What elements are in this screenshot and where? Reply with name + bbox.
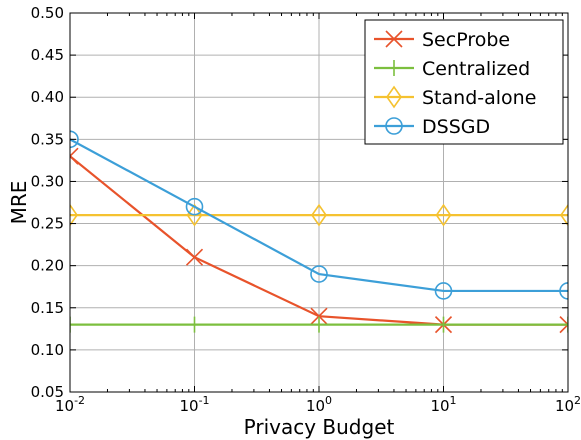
legend-entry: Centralized	[374, 58, 530, 80]
legend-entry: DSSGD	[374, 116, 490, 138]
x-tick-base: 10	[306, 397, 325, 415]
data-point-secprobe	[70, 147, 79, 165]
y-tick-label: 0.05	[31, 383, 64, 401]
y-tick-label: 0.30	[31, 172, 64, 190]
x-tick-exponent: 2	[574, 394, 581, 407]
x-tick-exponent: -2	[74, 394, 85, 407]
y-tick-label: 0.10	[31, 341, 64, 359]
legend: SecProbe Centralized Stand-alone DSSGD	[364, 19, 564, 145]
legend-label: SecProbe	[422, 29, 510, 51]
x-tick-label: 101	[430, 394, 456, 415]
y-axis-label: MRE	[7, 181, 31, 225]
x-tick-label: 102	[555, 394, 581, 415]
legend-label: Centralized	[422, 58, 530, 80]
x-axis-label: Privacy Budget	[244, 415, 395, 439]
data-point-secprobe	[185, 248, 204, 266]
data-point-stand-alone	[70, 203, 78, 227]
x-tick-base: 10	[55, 397, 74, 415]
data-point-dssgd	[434, 282, 453, 300]
y-tick-label: 0.45	[31, 46, 64, 64]
y-tick-label: 0.35	[31, 130, 64, 148]
data-point-stand-alone	[435, 203, 452, 227]
x-tick-exponent: -1	[199, 394, 210, 407]
data-point-secprobe	[559, 316, 568, 334]
data-point-dssgd	[559, 282, 568, 300]
x-tick-base: 10	[179, 397, 198, 415]
data-point-stand-alone	[311, 203, 327, 227]
data-point-dssgd	[310, 265, 328, 283]
series-layer	[70, 130, 568, 334]
legend-label: Stand-alone	[422, 87, 536, 109]
data-point-secprobe	[310, 307, 328, 325]
y-tick-label: 0.50	[31, 4, 64, 22]
y-tick-label: 0.20	[31, 257, 64, 275]
legend-box	[364, 19, 564, 145]
x-tick-exponent: 1	[450, 394, 457, 407]
x-tick-exponent: 0	[325, 394, 332, 407]
y-tick-label: 0.15	[31, 299, 64, 317]
legend-entry: SecProbe	[374, 29, 510, 51]
data-point-stand-alone	[560, 203, 568, 227]
legend-marker	[385, 117, 403, 135]
x-tick-base: 10	[555, 397, 574, 415]
data-point-dssgd	[185, 197, 204, 216]
legend-label: DSSGD	[422, 116, 490, 138]
y-tick-label: 0.25	[31, 215, 64, 233]
data-point-stand-alone	[186, 203, 203, 227]
x-tick-label: 100	[306, 394, 332, 415]
series-line-dssgd	[70, 138, 568, 293]
legend-marker	[386, 85, 402, 109]
data-point-dssgd	[70, 130, 79, 149]
legend-entry: Stand-alone	[374, 85, 536, 109]
x-tick-label: 10-1	[179, 394, 209, 415]
x-tick-base: 10	[430, 397, 449, 415]
ticks: 0.05 0.10 0.15 0.20 0.25 0.30 0.35 0.40 0.45 0.50…	[31, 4, 581, 415]
legend-marker	[385, 30, 403, 48]
y-tick-label: 0.40	[31, 88, 64, 106]
x-tick-label: 10-2	[55, 394, 85, 415]
